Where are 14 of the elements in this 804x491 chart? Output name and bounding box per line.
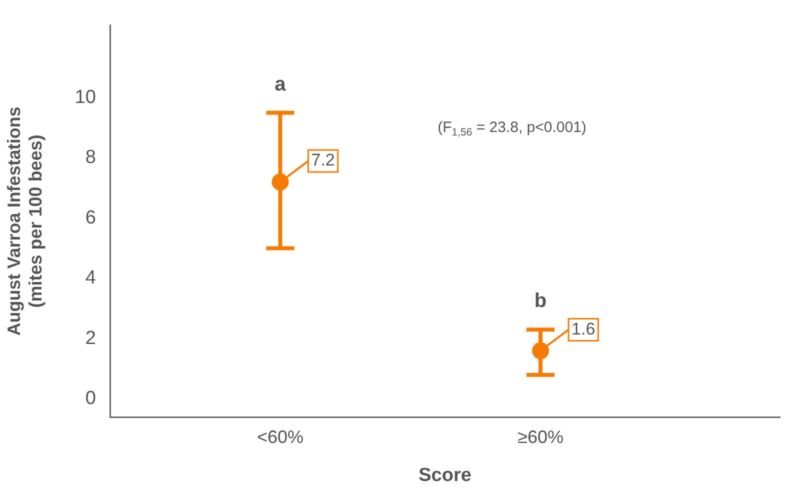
y-tick-label: 10 <box>74 86 96 108</box>
y-tick-label: 2 <box>85 328 96 349</box>
y-tick-label: 6 <box>85 207 96 228</box>
x-axis-title: Score <box>418 464 472 486</box>
y-tick-label: 4 <box>85 268 96 289</box>
annotation: b <box>534 290 547 312</box>
data-label: 1.6 <box>572 319 596 338</box>
annotation: a <box>274 73 287 96</box>
y-tick-label: 0 <box>85 388 96 410</box>
y-tick-label: 8 <box>85 147 96 168</box>
y-axis-title: August Varroa Infestations (mites per 100 bees) <box>4 106 46 336</box>
data-label: 7.2 <box>311 150 335 170</box>
x-tick-label: ≥60% <box>518 426 564 447</box>
x-tick-label: <60% <box>256 426 304 447</box>
